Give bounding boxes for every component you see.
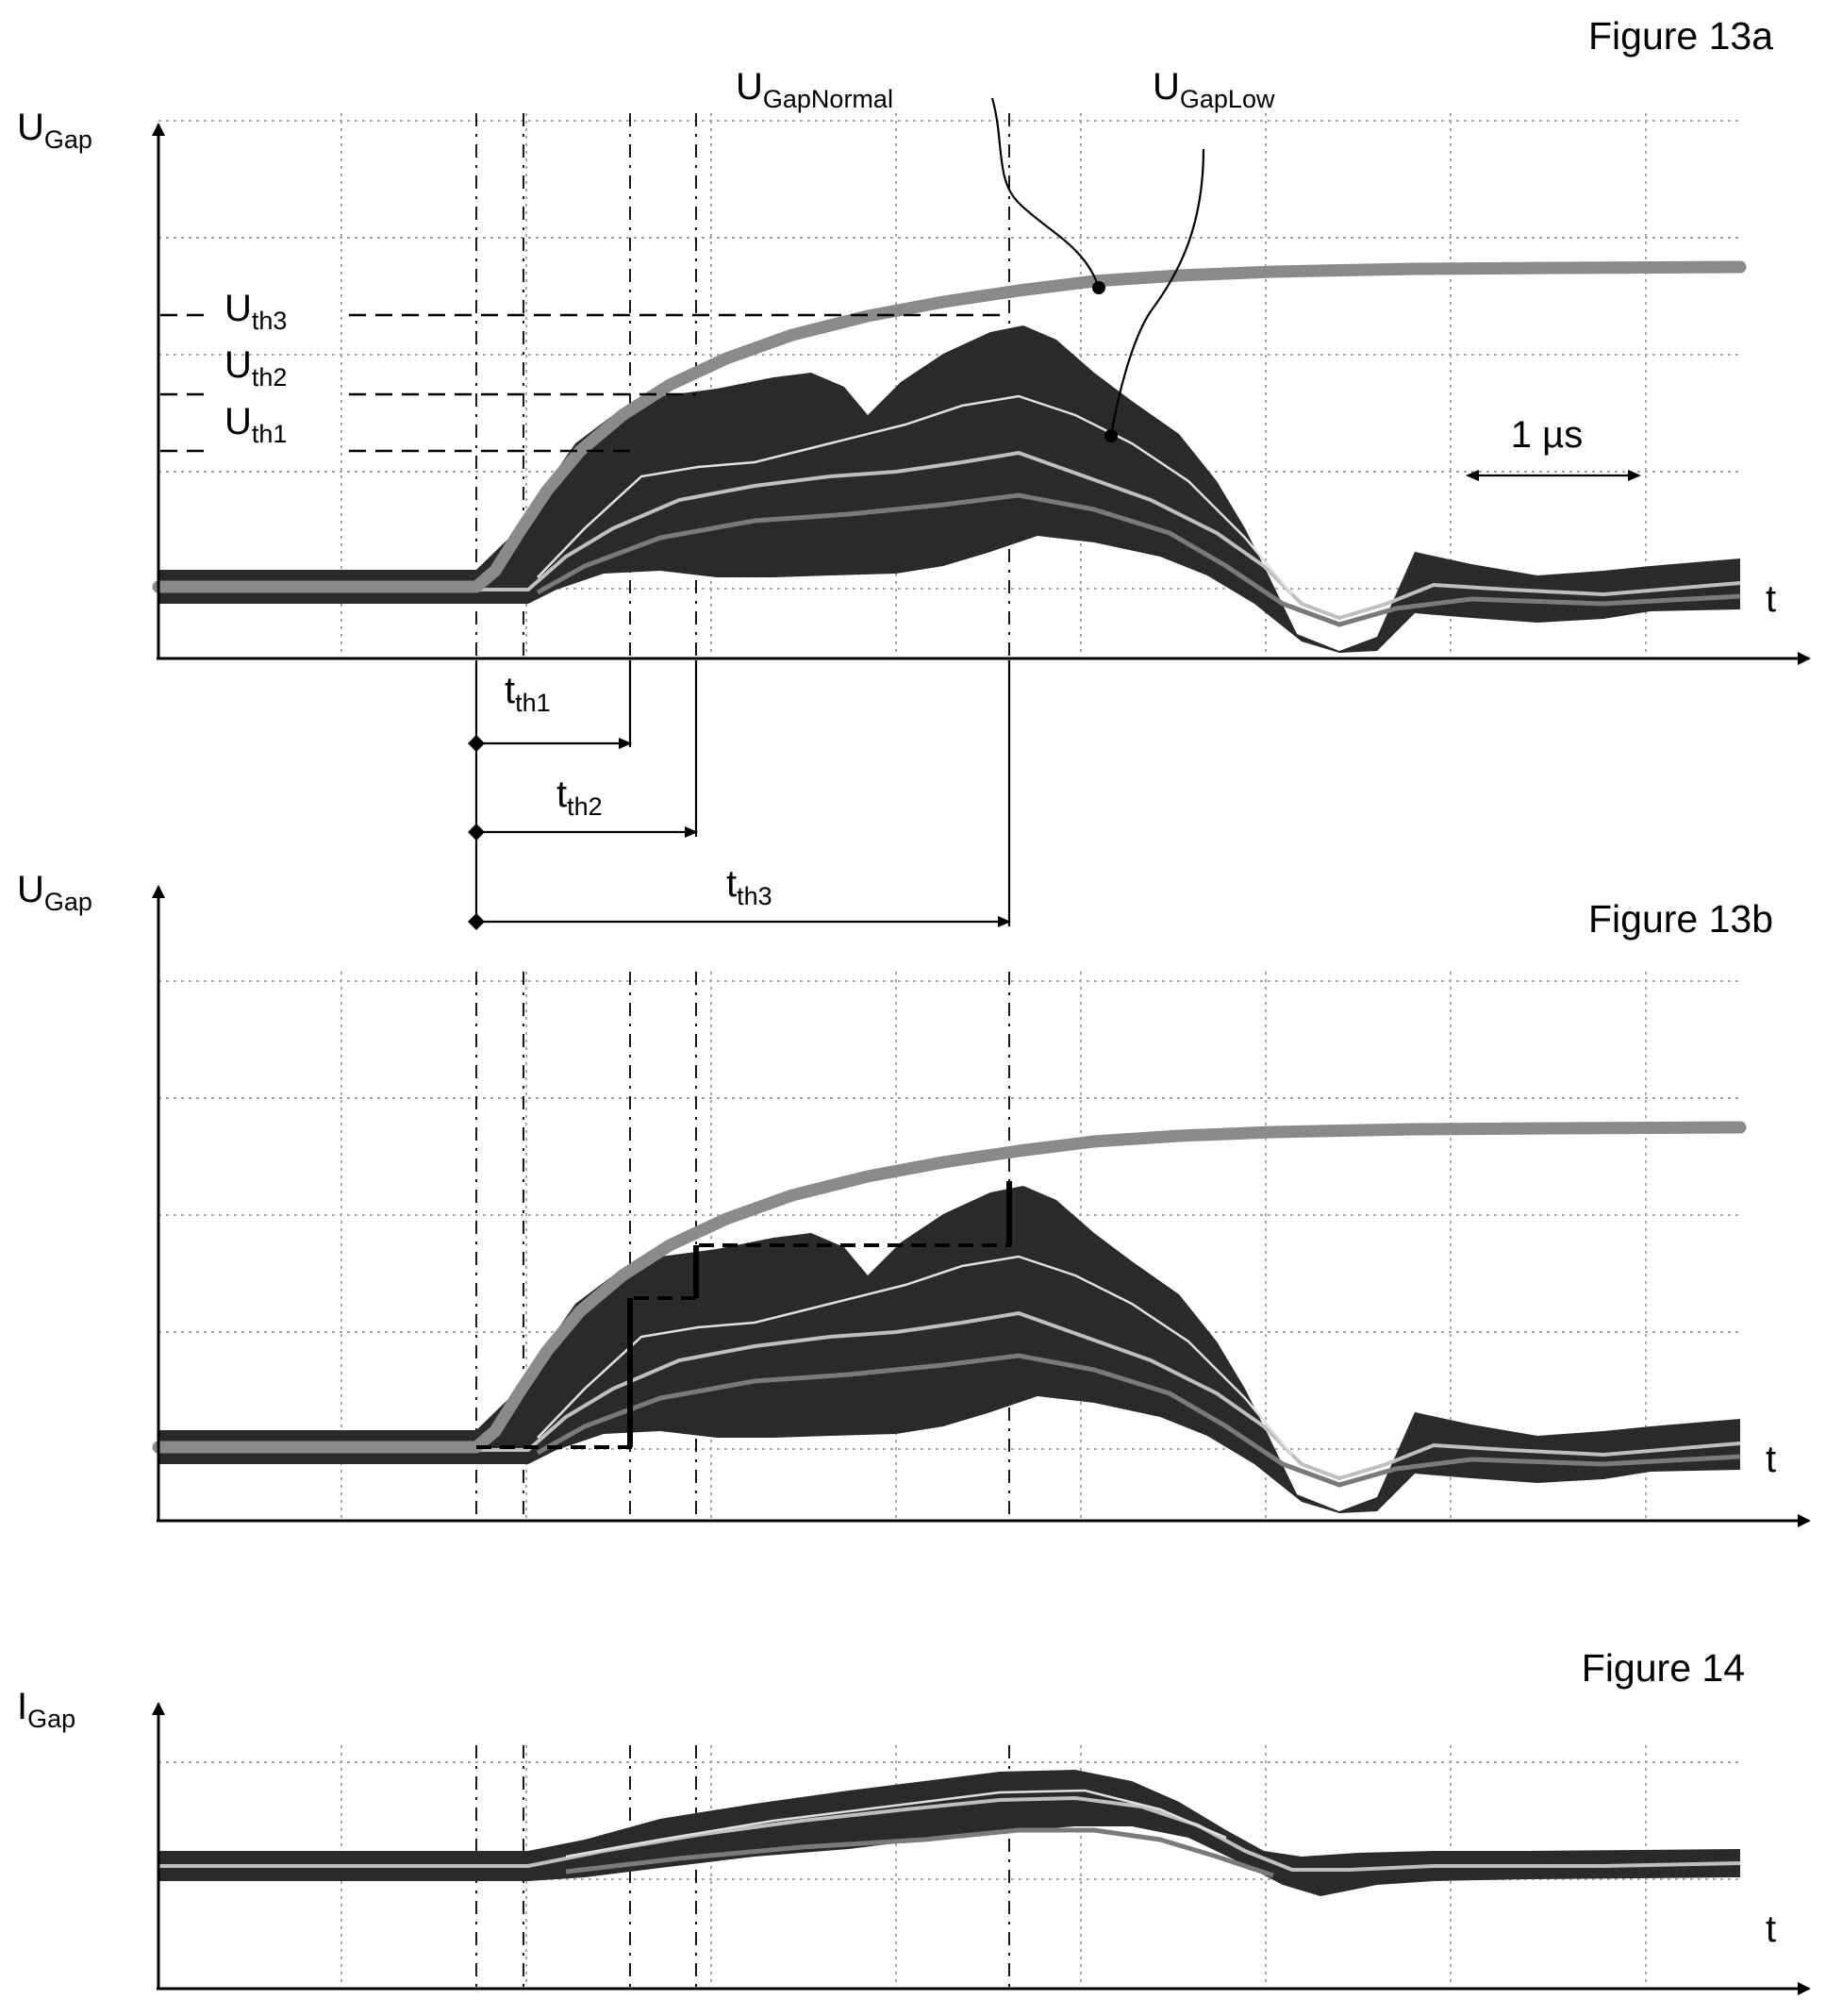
time-label-tth1: tth1 [505,670,551,717]
threshold-label-uth1: Uth1 [224,401,287,448]
figure-13b-y-label: UGap [17,869,92,916]
figure-13b: Figure 13b [17,869,1811,1527]
normal-curve-label: UGapNormal [736,66,893,113]
low-curve-label: UGapLow [1153,66,1275,113]
threshold-staircase-risers [627,1181,1012,1447]
figure-13b-x-label: t [1766,1439,1776,1480]
time-label-tth2: tth2 [556,774,603,821]
low-curve-leader [1109,148,1205,437]
threshold-label-uth2: Uth2 [224,344,287,392]
figure-13b-title: Figure 13b [1588,897,1773,941]
figure-13b-normal-trace [152,1121,1747,1454]
time-label-tth3: tth3 [726,863,772,910]
figure-14-title: Figure 14 [1582,1646,1745,1690]
figure-13a: Figure 13a [17,14,1811,665]
figure-14-y-label: IGap [17,1686,75,1733]
threshold-label-uth3: Uth3 [224,288,287,335]
figure-14-current-trace [158,1770,1741,1896]
figure-13a-title: Figure 13a [1588,14,1773,58]
figure-13a-low-trace [158,325,1741,653]
figure-13a-x-label: t [1766,578,1776,620]
figure-14: Figure 14 IGap [17,1646,1811,1995]
time-threshold-dimensions: tth1 tth2 tth3 [468,660,1011,930]
figure-13b-low-trace [158,1186,1741,1513]
figure-13a-normal-trace [152,260,1747,593]
normal-curve-leader [990,97,1101,289]
figure-14-x-label: t [1766,1908,1776,1950]
scale-bar-label: 1 µs [1511,414,1583,456]
figure-13a-thresholds [160,313,1009,453]
figure-13a-y-label: UGap [17,107,92,154]
